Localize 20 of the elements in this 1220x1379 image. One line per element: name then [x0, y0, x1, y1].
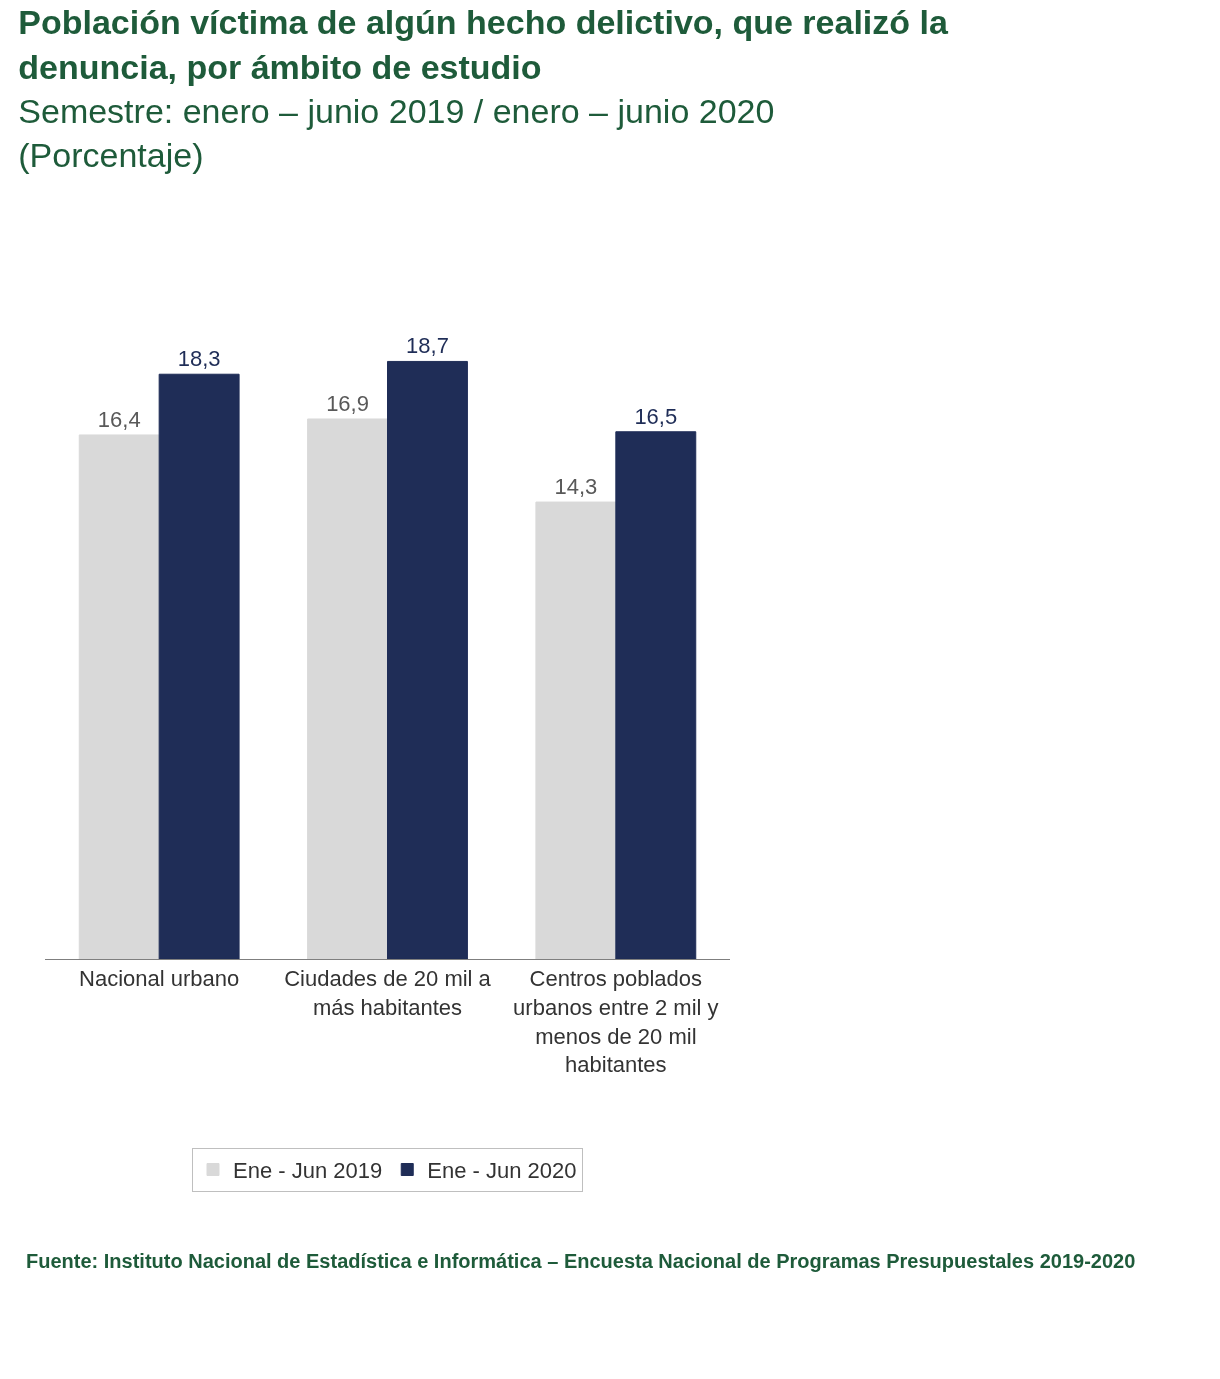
legend-label: Ene - Jun 2019 [233, 1158, 383, 1184]
x-tick-label: Nacional urbano [79, 966, 240, 992]
data-label: 14,3 [554, 474, 598, 500]
chart-title: Población víctima de algún hecho delictivo, que realizó la denuncia, por ámbito de estudio [18, 3, 949, 86]
data-label: 18,7 [406, 333, 449, 359]
x-tick-label: Ciudades de 20 mil a más habitantes [284, 966, 492, 1020]
source-note: Fuente: Instituto Nacional de Estadística e Informática – Encuesta Nacional de Programas Presupuestales 2019-2020 [26, 1250, 1136, 1272]
data-label: 18,3 [177, 346, 221, 372]
bar [615, 431, 697, 959]
data-label: 16,4 [97, 406, 141, 432]
x-tick-label: Centros poblados urbanos entre 2 mil y menos de 20 mil habitantes [513, 966, 719, 1078]
data-label: 16,9 [326, 390, 369, 416]
bar [387, 360, 468, 959]
chart-subtitle: Semestre: enero – junio 2019 / enero – junio 2020 (Porcentaje) [18, 91, 775, 175]
bar [78, 434, 160, 959]
bar [535, 501, 617, 959]
legend-label: Ene - Jun 2020 [427, 1158, 577, 1184]
bar [158, 373, 240, 959]
data-label: 16,5 [634, 403, 678, 429]
bar [307, 418, 388, 959]
